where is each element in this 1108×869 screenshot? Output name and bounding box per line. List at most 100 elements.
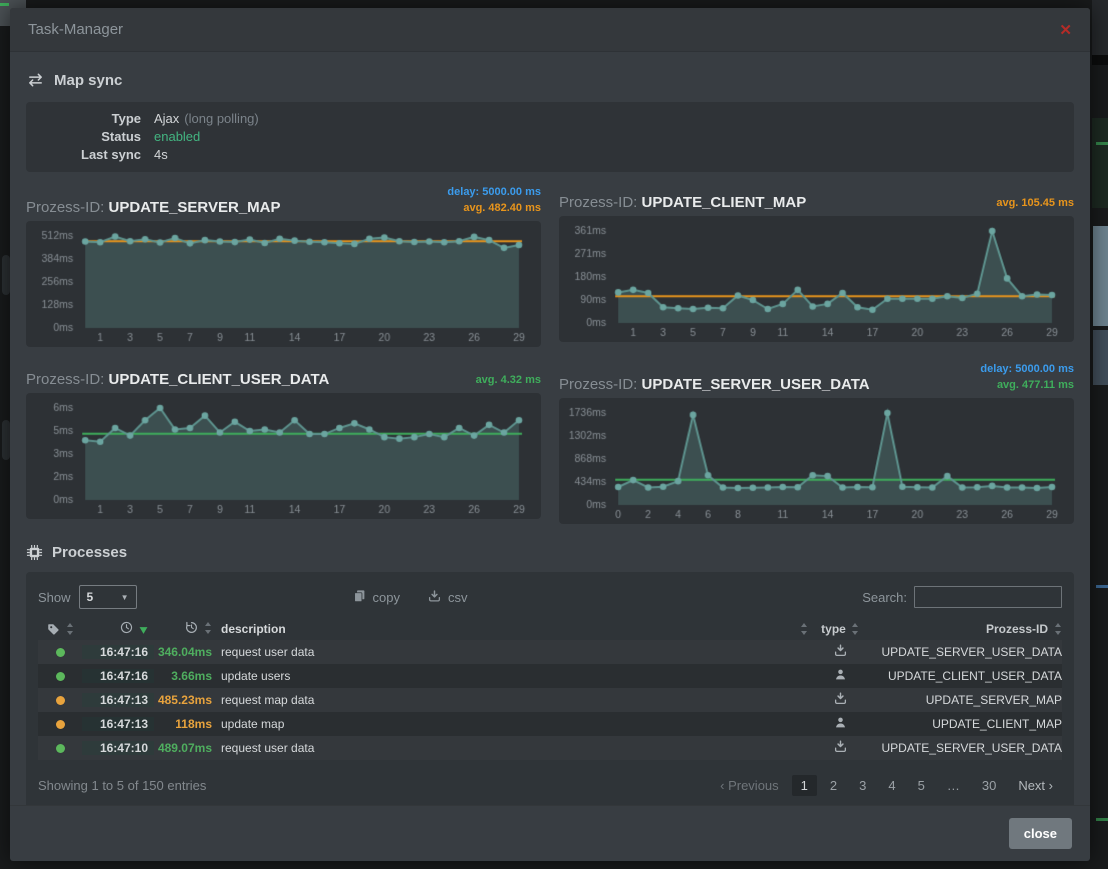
pagination-ellipsis: … [938, 775, 969, 796]
prozess-id-prefix: Prozess-ID: [559, 194, 642, 211]
pagination-page-1[interactable]: 1 [792, 775, 817, 796]
chevron-left-icon: ‹ [720, 778, 724, 793]
duration-cell: 346.04ms [154, 645, 212, 659]
map-sync-title: Map sync [54, 72, 122, 89]
background-page-fragment [1093, 226, 1108, 326]
type-column-header[interactable]: type [808, 622, 872, 636]
sync-type-value: Ajax [154, 110, 179, 128]
pagination-page-2[interactable]: 2 [821, 775, 846, 796]
avg-label: avg. 4.32 ms [476, 372, 541, 388]
background-page-fragment [1092, 55, 1108, 65]
background-page-fragment [2, 420, 10, 460]
pagination-next[interactable]: Next › [1009, 775, 1062, 796]
chart-stat-labels: avg. 105.45 ms [996, 195, 1074, 211]
server-download-icon [834, 692, 847, 708]
table-header-row: descriptiontypeProzess-ID [38, 618, 1062, 640]
status-dot-icon [56, 672, 65, 681]
prozess-id-cell: UPDATE_CLIENT_USER_DATA [872, 669, 1062, 683]
status-cell [38, 648, 82, 657]
table-row: 16:47:16346.04msrequest user dataUPDATE_… [38, 640, 1062, 664]
show-entries-value: 5 [87, 590, 94, 604]
close-icon[interactable]: ✕ [1059, 21, 1072, 39]
status-dot-icon [56, 648, 65, 657]
chip-icon [26, 544, 43, 561]
chevron-right-icon: › [1049, 778, 1053, 793]
client-user-icon [834, 716, 847, 732]
sort-icon [1054, 623, 1062, 635]
history-icon [185, 621, 198, 634]
background-page-fragment [2, 255, 10, 295]
prozess-id-column-header[interactable]: Prozess-ID [872, 622, 1062, 636]
sync-type-suffix: (long polling) [184, 110, 258, 128]
entries-info: Showing 1 to 5 of 150 entries [38, 778, 206, 793]
table-row: 16:47:13118msupdate mapUPDATE_CLIENT_MAP [38, 712, 1062, 736]
background-page-fragment [1093, 330, 1108, 385]
chart-panel [26, 221, 541, 347]
prozess-id-prefix: Prozess-ID: [26, 371, 109, 388]
chart-panel [559, 398, 1074, 524]
processes-title: Processes [52, 544, 127, 561]
duration-column-header[interactable] [154, 621, 212, 637]
info-row-lastsync: Last sync 4s [26, 146, 1074, 164]
copy-icon [353, 589, 366, 606]
pagination-page-30[interactable]: 30 [973, 775, 1005, 796]
prozess-id-prefix: Prozess-ID: [559, 376, 642, 393]
show-entries-select[interactable]: 5 ▼ [79, 585, 137, 609]
avg-label: avg. 105.45 ms [996, 195, 1074, 211]
description-column-header[interactable]: description [212, 622, 808, 636]
chart-panel [26, 393, 541, 519]
type-cell [808, 740, 872, 756]
prozess-id-cell: UPDATE_SERVER_USER_DATA [872, 645, 1062, 659]
sync-arrows-icon [26, 73, 45, 87]
time-cell: 16:47:16 [82, 645, 154, 659]
status-cell [38, 720, 82, 729]
processes-table: descriptiontypeProzess-ID16:47:16346.04m… [38, 618, 1062, 760]
description-cell: update users [212, 669, 808, 683]
table-footer: Showing 1 to 5 of 150 entries ‹ Previous… [38, 772, 1062, 798]
modal-header: Task-Manager ✕ [10, 8, 1090, 52]
sync-last-value: 4s [154, 146, 168, 164]
type-cell [808, 716, 872, 732]
modal-title: Task-Manager [28, 21, 123, 38]
type-cell [808, 692, 872, 708]
chart-stat-labels: delay: 5000.00 msavg. 482.40 ms [447, 184, 541, 216]
processes-heading: Processes [26, 542, 1074, 562]
info-label: Status [26, 128, 154, 146]
close-button[interactable]: close [1009, 818, 1072, 849]
sort-icon [66, 623, 74, 636]
duration-cell: 485.23ms [154, 693, 212, 707]
time-cell: 16:47:16 [82, 669, 154, 683]
table-row: 16:47:10489.07msrequest user dataUPDATE_… [38, 736, 1062, 760]
tag-icon [47, 623, 60, 636]
pagination-page-3[interactable]: 3 [850, 775, 875, 796]
prozess-id-cell: UPDATE_SERVER_USER_DATA [872, 741, 1062, 755]
chart-card-UPDATE_SERVER_USER_DATA: Prozess-ID: UPDATE_SERVER_USER_DATAdelay… [559, 361, 1074, 524]
search-input[interactable] [914, 586, 1062, 608]
status-column-header[interactable] [38, 623, 82, 636]
description-cell: request user data [212, 741, 808, 755]
duration-cell: 489.07ms [154, 741, 212, 755]
modal-body: Map sync Type Ajax (long polling) Status… [10, 52, 1090, 805]
csv-button[interactable]: csv [428, 589, 468, 606]
sort-icon [851, 623, 859, 635]
time-column-header[interactable] [82, 621, 154, 637]
pagination-previous[interactable]: ‹ Previous [711, 775, 788, 796]
prozess-id-name: UPDATE_CLIENT_MAP [642, 194, 807, 211]
search-area: Search: [862, 586, 1062, 608]
processes-panel: Show 5 ▼ copy csv [26, 572, 1074, 805]
prozess-id-prefix: Prozess-ID: [26, 199, 109, 216]
background-page-fragment [0, 3, 9, 6]
map-sync-info: Type Ajax (long polling) Status enabled … [26, 102, 1074, 172]
copy-button[interactable]: copy [353, 589, 400, 606]
chevron-down-icon: ▼ [121, 593, 129, 602]
pagination-page-4[interactable]: 4 [879, 775, 904, 796]
type-cell [808, 644, 872, 660]
pagination-page-5[interactable]: 5 [909, 775, 934, 796]
background-page-fragment [1096, 585, 1108, 588]
chart-title: Prozess-ID: UPDATE_CLIENT_USER_DATA [26, 371, 329, 388]
show-label: Show [38, 590, 71, 605]
chart-card-UPDATE_SERVER_MAP: Prozess-ID: UPDATE_SERVER_MAPdelay: 5000… [26, 184, 541, 347]
server-download-icon [834, 644, 847, 660]
status-cell [38, 696, 82, 705]
status-cell [38, 744, 82, 753]
